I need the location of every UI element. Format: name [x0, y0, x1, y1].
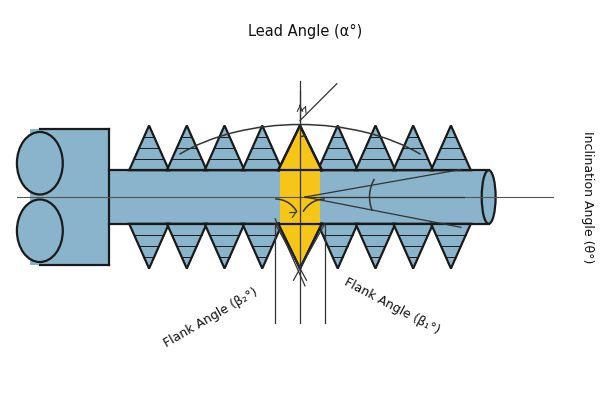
Polygon shape: [318, 126, 358, 170]
Text: Inclination Angle (θ°): Inclination Angle (θ°): [581, 131, 595, 263]
Polygon shape: [278, 224, 322, 268]
Polygon shape: [205, 224, 244, 268]
Ellipse shape: [17, 199, 63, 262]
Polygon shape: [394, 126, 433, 170]
Ellipse shape: [17, 132, 63, 195]
Bar: [109, 170, 488, 224]
Polygon shape: [280, 126, 320, 170]
Ellipse shape: [482, 170, 496, 224]
Polygon shape: [356, 126, 395, 170]
Polygon shape: [318, 224, 358, 268]
Bar: [280, 170, 320, 224]
Polygon shape: [242, 126, 282, 170]
Polygon shape: [394, 224, 433, 268]
Polygon shape: [129, 126, 169, 170]
Text: Flank Angle (β₁°): Flank Angle (β₁°): [343, 275, 442, 337]
Polygon shape: [167, 224, 206, 268]
Text: Flank Angle (β₂°): Flank Angle (β₂°): [161, 286, 260, 350]
Polygon shape: [280, 224, 320, 268]
Bar: [30, 130, 109, 264]
Polygon shape: [356, 224, 395, 268]
Polygon shape: [431, 224, 471, 268]
Text: Lead Angle (α°): Lead Angle (α°): [248, 24, 362, 39]
Polygon shape: [167, 126, 206, 170]
Polygon shape: [278, 126, 322, 170]
Polygon shape: [129, 224, 169, 268]
Polygon shape: [431, 126, 471, 170]
Polygon shape: [242, 224, 282, 268]
Polygon shape: [205, 126, 244, 170]
